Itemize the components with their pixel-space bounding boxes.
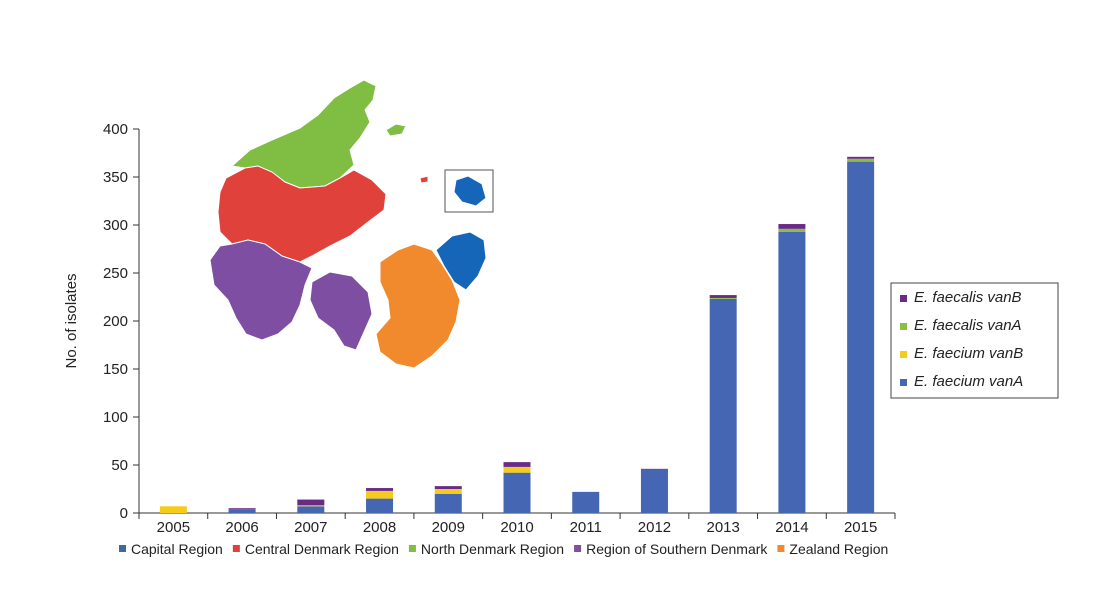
y-tick-label: 150 <box>103 361 128 378</box>
region-legend-swatch <box>574 545 582 552</box>
bar-segment <box>434 493 462 513</box>
series-legend-swatch <box>900 323 907 330</box>
x-tick-label: 2006 <box>225 519 258 536</box>
bars <box>159 156 875 513</box>
bar-segment <box>778 224 806 229</box>
y-tick-label: 100 <box>103 409 128 426</box>
y-tick-label: 50 <box>111 457 128 474</box>
region-legend-swatch <box>232 545 240 552</box>
region-legend-swatch <box>777 545 785 552</box>
bar-segment <box>297 506 325 513</box>
region-legend-swatch <box>408 545 416 552</box>
y-tick-label: 0 <box>120 505 128 522</box>
bar-segment <box>366 488 394 491</box>
north-denmark-island-shape <box>385 123 407 137</box>
bar-segment <box>159 506 187 513</box>
x-tick-label: 2011 <box>570 519 602 536</box>
region-legend-label: Capital Region <box>131 541 223 557</box>
bar-segment <box>297 505 325 507</box>
capital-region-shape <box>435 231 487 291</box>
bar-segment <box>572 491 600 513</box>
bar-segment <box>847 161 875 513</box>
region-legend-label: North Denmark Region <box>421 541 564 557</box>
central-denmark-islet-shape <box>419 175 429 184</box>
x-tick-label: 2012 <box>638 519 671 536</box>
bar-segment <box>847 156 875 159</box>
southern-denmark-region-shape <box>209 239 313 341</box>
bar-segment <box>640 468 668 470</box>
x-tick-label: 2010 <box>500 519 533 536</box>
series-legend-swatch <box>900 379 907 386</box>
bar-segment <box>778 228 806 232</box>
bar-segment <box>503 462 531 467</box>
bornholm-shape <box>453 175 487 207</box>
bar-segment <box>709 297 737 299</box>
bar-segment <box>709 298 737 513</box>
bar-segment <box>228 508 256 510</box>
y-axis-title: No. of isolates <box>63 273 80 368</box>
x-tick-label: 2009 <box>432 519 465 536</box>
bar-segment <box>434 489 462 494</box>
x-axis: 2005 2006 2007 2008 2009 2010 2011 2012 2013 2014… <box>138 512 896 536</box>
series-legend-label: E. faecium vanB <box>914 345 1023 362</box>
y-tick-label: 400 <box>103 121 128 138</box>
bar-segment <box>366 490 394 499</box>
zealand-region-shape <box>375 243 461 369</box>
x-tick-label: 2007 <box>294 519 327 536</box>
bar-segment <box>503 472 531 513</box>
bar-segment <box>778 231 806 513</box>
y-tick-label: 350 <box>103 169 128 186</box>
region-legend-swatch <box>119 545 126 552</box>
series-legend-label: E. faecalis vanB <box>914 289 1022 306</box>
bar-segment <box>297 499 325 506</box>
series-legend-swatch <box>900 295 907 302</box>
y-tick-label: 300 <box>103 217 128 234</box>
denmark-regions-map <box>209 79 494 369</box>
bar-segment <box>503 466 531 473</box>
region-legend-label: Region of Southern Denmark <box>586 541 768 557</box>
y-axis: 0 50 100 150 200 250 300 350 400 No. of isolates <box>63 121 140 522</box>
series-legend: E. faecalis vanB E. faecalis vanA E. faeci… <box>890 282 1059 399</box>
bar-segment <box>434 486 462 489</box>
bar-segment <box>366 498 394 513</box>
y-tick-label: 250 <box>103 265 128 282</box>
region-legend-label: Central Denmark Region <box>245 541 399 557</box>
series-legend-label: E. faecalis vanA <box>914 317 1022 334</box>
x-tick-label: 2014 <box>775 519 808 536</box>
bar-segment <box>709 295 737 298</box>
x-tick-label: 2008 <box>363 519 396 536</box>
series-legend-swatch <box>900 351 907 358</box>
x-tick-label: 2005 <box>157 519 190 536</box>
funen-shape <box>309 271 373 351</box>
bar-segment <box>228 509 256 513</box>
region-legend-label: Zealand Region <box>789 541 888 557</box>
y-tick-label: 200 <box>103 313 128 330</box>
region-legend: Capital Region Central Denmark Region Nort… <box>119 541 888 557</box>
bar-segment <box>640 469 668 513</box>
x-tick-label: 2013 <box>706 519 739 536</box>
bar-segment <box>847 158 875 162</box>
series-legend-label: E. faecium vanA <box>914 373 1023 390</box>
x-tick-label: 2015 <box>844 519 877 536</box>
series-legend-frame <box>890 282 1059 399</box>
